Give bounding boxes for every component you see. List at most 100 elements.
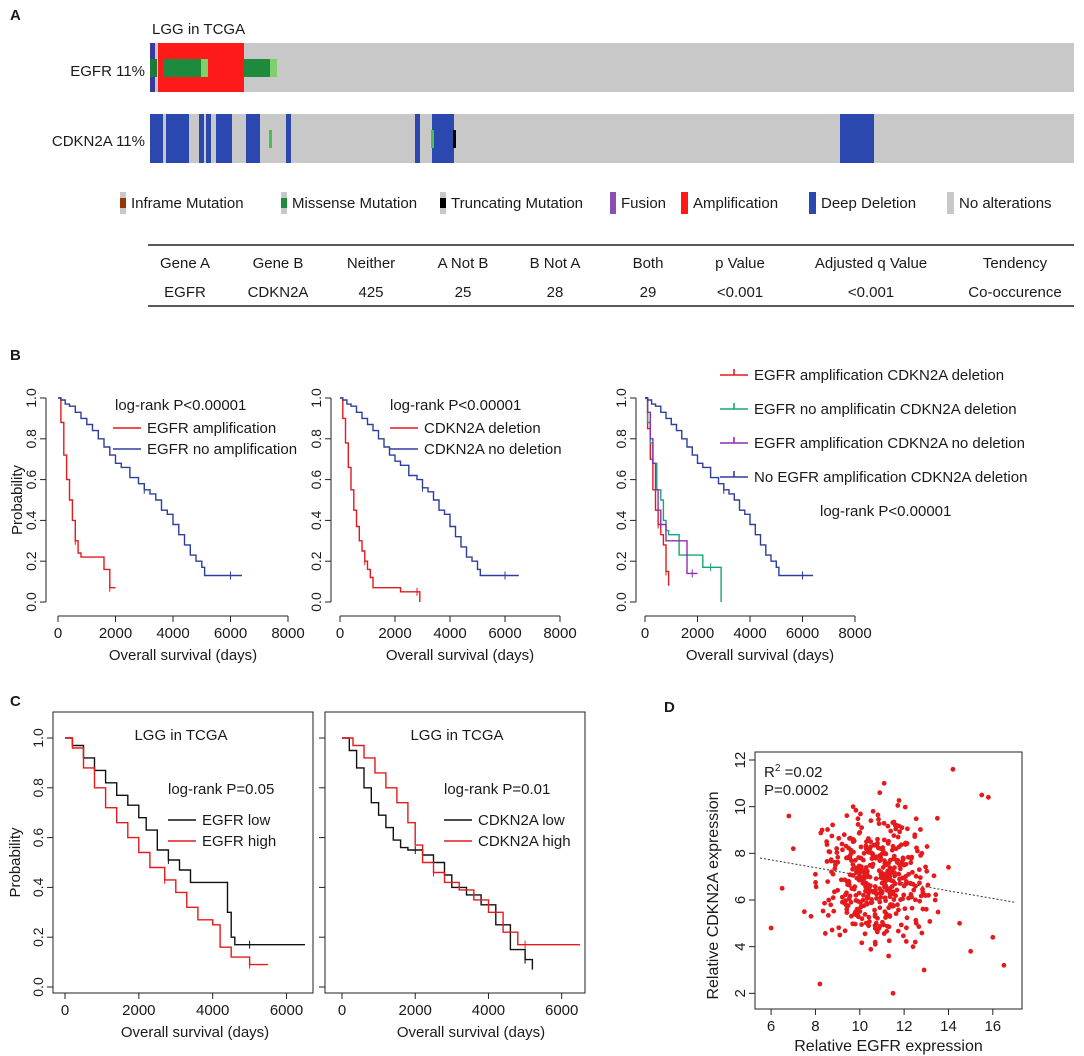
x-axis-title: Overall survival (days) [109, 647, 257, 664]
survival-curve [645, 397, 722, 602]
scatter-point [920, 906, 926, 912]
scatter-point [913, 883, 918, 889]
legend-deep-deletion: Deep Deletion [821, 195, 916, 212]
scatter-point [905, 854, 911, 860]
scatter-point [886, 938, 892, 944]
legend-inframe: Inframe Mutation [131, 195, 244, 212]
scatter-point [873, 855, 879, 861]
survival-curve [58, 397, 116, 589]
x-tick-label: 16 [984, 1018, 1001, 1035]
scatter-point [859, 940, 865, 946]
scatter-point [849, 858, 854, 863]
scatter-point [900, 896, 906, 902]
scatter-point [897, 866, 903, 872]
scatter-point [923, 906, 929, 912]
scatter-point [934, 815, 940, 821]
scatter-point [946, 864, 951, 870]
x-tick-label: 14 [940, 1018, 957, 1035]
x-axis-title: Overall survival (days) [397, 1024, 545, 1041]
y-tick-label: 0.2 [308, 551, 324, 571]
scatter-point [912, 832, 918, 838]
scatter-point [878, 872, 884, 877]
survival-curve [340, 397, 421, 602]
scatter-point [886, 953, 892, 959]
scatter-point [817, 981, 823, 987]
x-tick-label: 6000 [545, 1002, 578, 1019]
scatter-point [913, 917, 919, 923]
x-axis: 0 2000 4000 6000 8000 [336, 615, 577, 642]
scatter-point [919, 930, 925, 936]
oncoprint-title: LGG in TCGA [152, 21, 245, 38]
scatter-point [825, 879, 831, 884]
scatter-point [873, 920, 879, 926]
scatter-point [835, 887, 841, 893]
x-tick-label: 6000 [488, 625, 521, 642]
scatter-point [868, 839, 874, 845]
panel-d-label: D [664, 699, 675, 716]
scatter-point [1001, 962, 1007, 968]
scatter-point [874, 896, 879, 901]
scatter-point [893, 911, 899, 917]
panel-c-label: C [10, 693, 21, 710]
scatter-point [885, 841, 891, 846]
scatter-point [850, 862, 856, 868]
scatter-point [913, 816, 919, 822]
scatter-point [900, 933, 906, 939]
scatter-point [901, 892, 907, 898]
scatter-point [882, 874, 888, 880]
scatter-point [853, 865, 859, 871]
scatter-point [868, 818, 874, 824]
scatter-point [903, 879, 909, 884]
scatter-point [852, 911, 857, 917]
cdkn2a-deletion-9 [432, 114, 454, 163]
legend-inframe-swatch [120, 198, 126, 208]
oncoprint-legend: Inframe Mutation Missense Mutation Trunc… [120, 192, 1052, 214]
scatter-point [927, 919, 933, 924]
scatter-point [923, 893, 928, 899]
logrank-annotation: log-rank P<0.00001 [115, 397, 246, 414]
scatter-point [884, 923, 890, 929]
scatter-point [918, 852, 924, 858]
p-value-text: P=0.0002 [764, 782, 829, 799]
x-axis: 0 2000 4000 6000 8000 [54, 615, 305, 642]
x-tick-label: 0 [338, 1002, 346, 1019]
scatter-point [881, 820, 887, 826]
scatter-point [895, 834, 901, 840]
track-label-egfr: EGFR 11% [70, 63, 145, 80]
scatter-point [824, 839, 830, 845]
scatter-point [890, 889, 896, 895]
scatter-point [855, 914, 861, 920]
x-axis-title: Relative EGFR expression [794, 1038, 983, 1055]
scatter-point [891, 853, 897, 859]
x-tick-label: 6000 [786, 625, 819, 642]
y-tick-label: 0.0 [613, 592, 629, 612]
scatter-point [912, 939, 918, 945]
plot-frame [324, 711, 586, 994]
legend-amplification: Amplification [693, 195, 778, 212]
cdkn2a-deletion-10 [840, 114, 874, 163]
legend-missense: Missense Mutation [292, 195, 417, 212]
scatter-point [878, 855, 884, 861]
scatter-point [870, 808, 876, 814]
scatter-point [852, 857, 858, 863]
scatter-point [876, 821, 882, 827]
scatter-point [903, 840, 908, 846]
scatter-point [920, 886, 925, 892]
y-tick-label: 0.0 [30, 977, 46, 997]
scatter-point [850, 839, 856, 845]
legend-label: EGFR low [202, 812, 271, 829]
scatter-point [876, 816, 881, 822]
scatter-point [825, 827, 830, 832]
scatter-point [840, 847, 845, 853]
scatter-point [895, 928, 901, 934]
legend: EGFR amplification EGFR no amplification [113, 420, 297, 458]
scatter-point [917, 880, 922, 886]
y-tick-label: 1.0 [308, 388, 324, 408]
x-tick-label: 6 [767, 1018, 775, 1035]
survival-plot-b1: 0 2000 4000 6000 8000 Overall survival (days)… [9, 388, 305, 664]
